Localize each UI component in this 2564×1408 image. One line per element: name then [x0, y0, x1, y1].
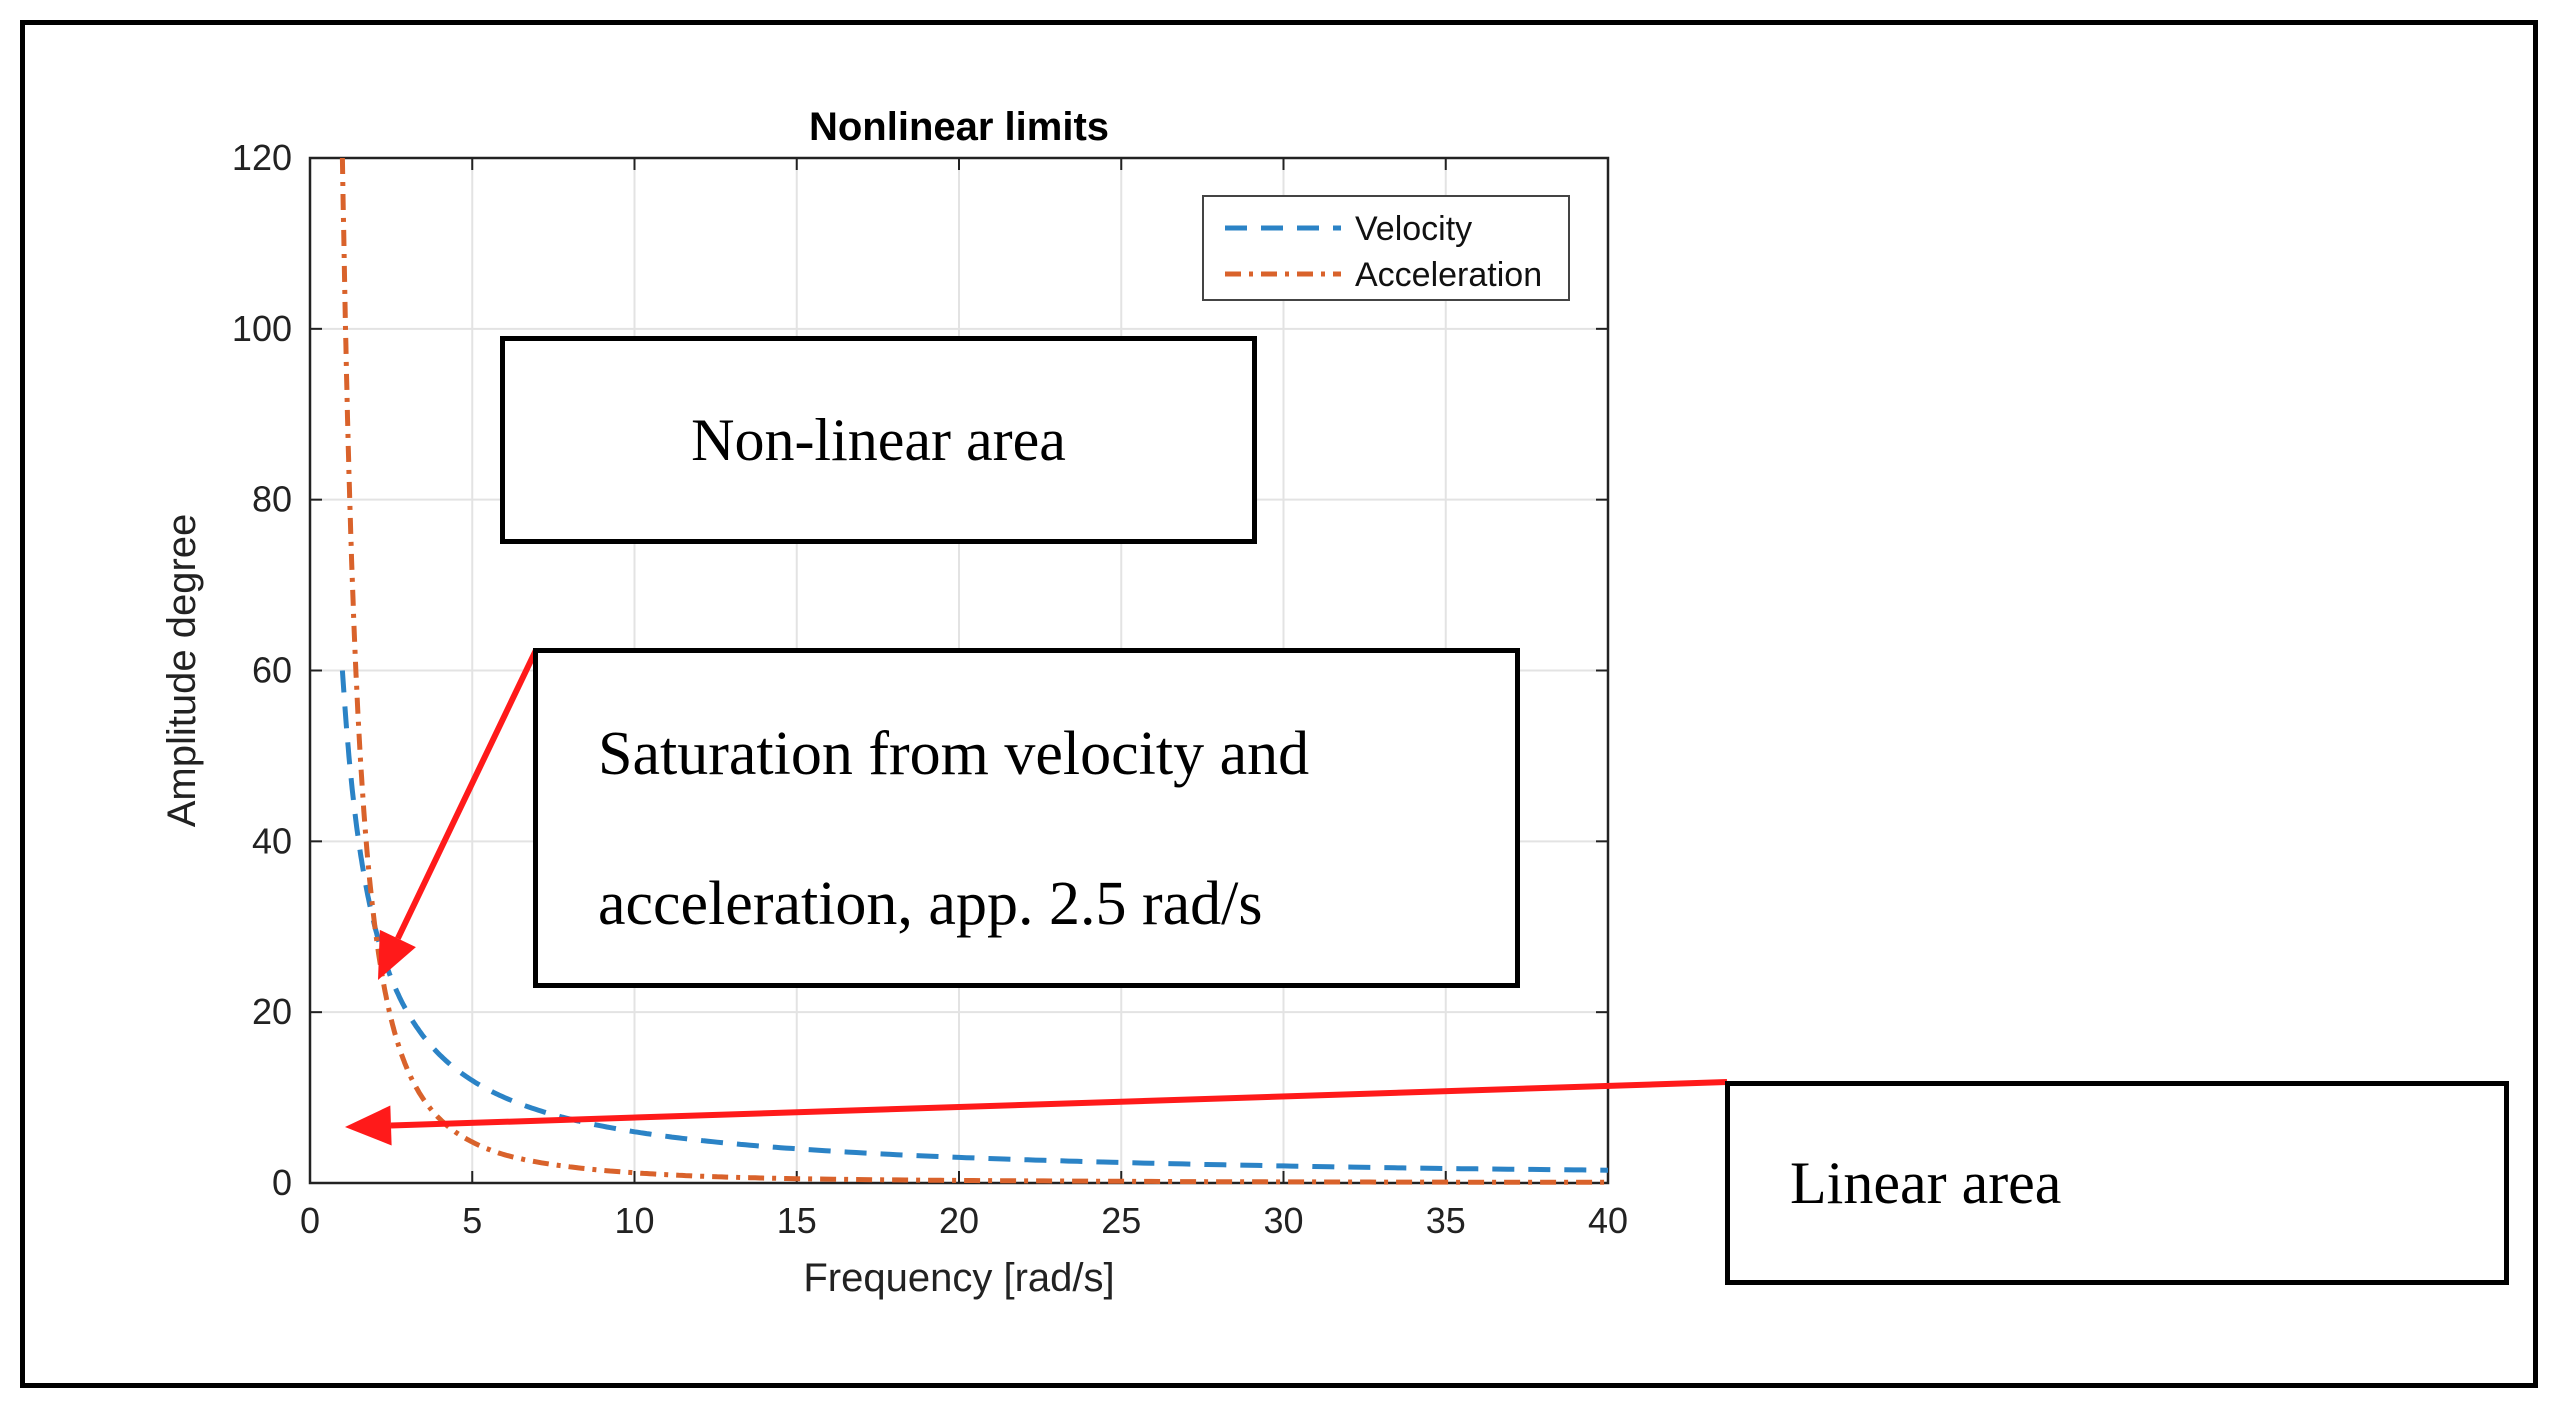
y-tick-label: 100 — [232, 308, 292, 349]
nonlinear-area-box: Non-linear area — [500, 336, 1257, 544]
legend: Velocity Acceleration — [1202, 195, 1570, 301]
y-tick-label: 60 — [252, 650, 292, 691]
x-axis-label: Frequency [rad/s] — [803, 1256, 1114, 1300]
saturation-label-line2: acceleration, app. 2.5 rad/s — [598, 870, 1263, 938]
y-tick-label: 80 — [252, 479, 292, 520]
legend-label-acceleration: Acceleration — [1355, 256, 1542, 294]
y-tick-label: 120 — [232, 137, 292, 178]
x-tick-label: 30 — [1263, 1200, 1303, 1241]
y-axis-label: Amplitude degree — [160, 514, 204, 828]
x-tick-label: 40 — [1588, 1200, 1628, 1241]
linear-area-box: Linear area — [1725, 1081, 2509, 1285]
saturation-arrow-head — [378, 929, 416, 980]
nonlinear-area-label: Non-linear area — [691, 406, 1066, 473]
legend-label-velocity: Velocity — [1355, 210, 1472, 248]
linear-arrow-head — [345, 1105, 392, 1146]
y-tick-label: 40 — [252, 820, 292, 861]
x-tick-label: 15 — [777, 1200, 817, 1241]
saturation-label-line1: Saturation from velocity and — [598, 720, 1310, 788]
x-tick-label: 35 — [1426, 1200, 1466, 1241]
legend-box — [1202, 195, 1570, 301]
x-tick-label: 0 — [300, 1200, 320, 1241]
x-tick-label: 10 — [614, 1200, 654, 1241]
x-tick-label: 5 — [462, 1200, 482, 1241]
annotation-arrows — [345, 648, 1728, 1146]
linear-arrow-shaft — [390, 1079, 1728, 1129]
axis-ticks: 0 5 10 15 20 25 30 35 40 0 20 40 60 80 100 120 — [232, 137, 1628, 1241]
x-tick-label: 20 — [939, 1200, 979, 1241]
chart-title: Nonlinear limits — [809, 105, 1109, 149]
y-tick-label: 0 — [272, 1162, 292, 1203]
linear-area-label: Linear area — [1790, 1149, 2062, 1216]
x-tick-label: 25 — [1101, 1200, 1141, 1241]
saturation-box: Saturation from velocity and acceleratio… — [533, 648, 1520, 988]
series-acceleration-line — [339, 157, 1608, 1185]
y-tick-label: 20 — [252, 991, 292, 1032]
saturation-arrow-shaft — [395, 648, 539, 940]
